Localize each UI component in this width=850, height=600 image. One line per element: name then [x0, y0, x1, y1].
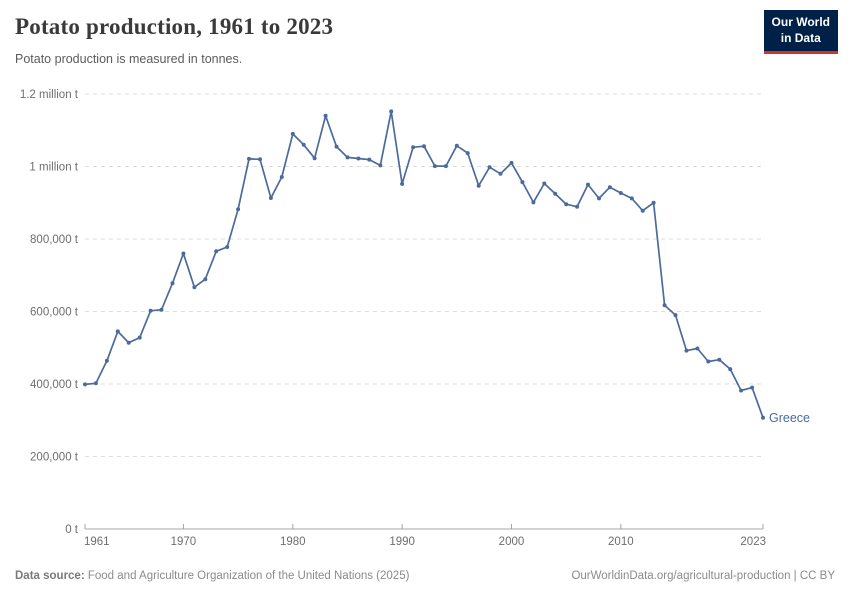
- data-point[interactable]: [684, 348, 689, 353]
- data-point[interactable]: [498, 171, 503, 176]
- data-point[interactable]: [465, 151, 470, 156]
- y-tick-label: 600,000 t: [30, 307, 79, 319]
- series-line: [84, 110, 764, 419]
- data-point[interactable]: [673, 313, 678, 318]
- data-point[interactable]: [662, 303, 667, 308]
- data-point[interactable]: [750, 385, 755, 390]
- data-point[interactable]: [389, 109, 394, 114]
- data-point[interactable]: [356, 156, 361, 161]
- data-point[interactable]: [629, 196, 634, 201]
- data-point[interactable]: [214, 249, 219, 254]
- data-point[interactable]: [586, 182, 590, 187]
- data-point[interactable]: [115, 329, 120, 334]
- data-point[interactable]: [476, 183, 481, 188]
- x-tick-label: 1980: [280, 536, 306, 548]
- x-tick-label: 2023: [740, 536, 766, 548]
- data-point[interactable]: [443, 164, 448, 169]
- x-tick-label: 2000: [499, 536, 525, 548]
- data-point[interactable]: [739, 388, 744, 393]
- data-point[interactable]: [301, 142, 306, 147]
- data-point[interactable]: [575, 204, 580, 209]
- logo-line1: Our World: [771, 15, 830, 29]
- y-tick-label: 800,000 t: [30, 234, 79, 246]
- data-point[interactable]: [432, 164, 437, 169]
- y-tick-label: 1.2 million t: [20, 89, 79, 101]
- data-point[interactable]: [706, 359, 711, 364]
- data-point[interactable]: [203, 277, 208, 282]
- data-point[interactable]: [422, 144, 426, 149]
- y-tick-label: 0 t: [65, 524, 79, 536]
- x-tick-label: 1961: [84, 536, 110, 548]
- x-tick-label: 1970: [171, 536, 197, 548]
- data-point[interactable]: [345, 155, 350, 160]
- logo-line2: in Data: [780, 30, 821, 45]
- series-end-label: Greece: [769, 411, 810, 425]
- data-point[interactable]: [400, 181, 405, 186]
- data-point[interactable]: [225, 245, 230, 249]
- data-point[interactable]: [247, 156, 251, 161]
- data-point[interactable]: [695, 346, 700, 351]
- data-point[interactable]: [520, 180, 525, 185]
- data-point[interactable]: [553, 191, 558, 196]
- data-point[interactable]: [236, 207, 241, 212]
- data-point[interactable]: [268, 196, 273, 200]
- y-tick-label: 1 million t: [29, 162, 78, 174]
- owid-logo: Our World in Data: [763, 10, 838, 55]
- data-source: Data source: Food and Agriculture Organi…: [15, 570, 409, 582]
- data-point[interactable]: [454, 143, 459, 148]
- data-point[interactable]: [258, 157, 262, 162]
- data-point[interactable]: [323, 113, 328, 118]
- data-point[interactable]: [93, 381, 98, 386]
- data-point[interactable]: [192, 285, 197, 290]
- data-point[interactable]: [290, 131, 295, 136]
- data-point[interactable]: [411, 145, 416, 150]
- data-point[interactable]: [378, 163, 383, 168]
- data-point[interactable]: [531, 200, 536, 205]
- data-source-text: Food and Agriculture Organization of the…: [84, 570, 410, 582]
- data-point[interactable]: [607, 185, 612, 190]
- data-point[interactable]: [597, 196, 601, 201]
- page-title: Potato production, 1961 to 2023: [15, 14, 334, 39]
- data-point[interactable]: [170, 281, 175, 286]
- data-point[interactable]: [509, 160, 514, 165]
- x-tick-label: 2010: [608, 536, 634, 548]
- data-point[interactable]: [181, 251, 186, 256]
- chart-footer: Data source: Food and Agriculture Organi…: [15, 570, 835, 582]
- data-point[interactable]: [334, 144, 339, 149]
- logo-red-strip: [763, 51, 838, 55]
- data-point[interactable]: [564, 202, 569, 207]
- attribution-link[interactable]: OurWorldinData.org/agricultural-producti…: [571, 570, 835, 582]
- data-point[interactable]: [618, 191, 623, 195]
- data-point[interactable]: [542, 181, 547, 186]
- data-point[interactable]: [651, 200, 656, 205]
- data-point[interactable]: [159, 307, 164, 312]
- chart-subtitle: Potato production is measured in tonnes.: [15, 52, 243, 66]
- data-point[interactable]: [487, 165, 492, 170]
- y-tick-label: 200,000 t: [30, 452, 79, 464]
- data-point[interactable]: [279, 175, 284, 179]
- data-point[interactable]: [126, 340, 131, 345]
- data-point[interactable]: [367, 157, 372, 162]
- data-point[interactable]: [728, 367, 733, 372]
- data-point[interactable]: [312, 156, 317, 161]
- data-point[interactable]: [717, 357, 722, 362]
- data-point[interactable]: [640, 208, 645, 213]
- data-point[interactable]: [148, 308, 153, 313]
- data-source-label: Data source:: [15, 570, 85, 582]
- data-point[interactable]: [137, 335, 142, 340]
- y-tick-label: 400,000 t: [30, 379, 79, 391]
- x-tick-label: 1990: [389, 536, 415, 548]
- data-point[interactable]: [83, 382, 87, 387]
- data-point[interactable]: [761, 415, 765, 420]
- data-point[interactable]: [104, 358, 109, 363]
